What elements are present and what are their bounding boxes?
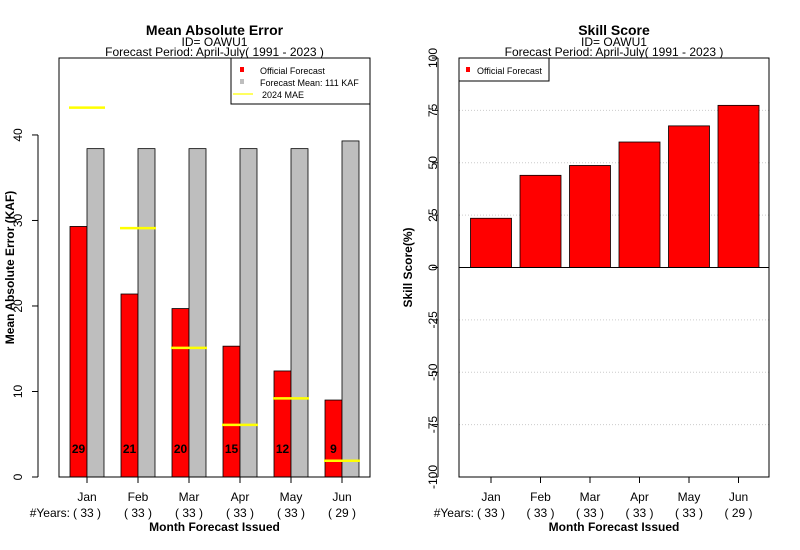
legend: Official Forecast [458, 57, 550, 82]
years-count-label: ( 33 ) [124, 506, 152, 520]
x-tick-label: Feb [530, 490, 551, 504]
forecast-mean-bar [290, 148, 309, 478]
years-count-label: ( 33 ) [277, 506, 305, 520]
bar-value-label: 29 [72, 442, 86, 456]
chart-subtitle-id: ID= OAWU1 [182, 35, 248, 49]
years-count-label: ( 29 ) [328, 506, 356, 520]
y-axis-title: Skill Score(%) [401, 227, 415, 307]
y-tick-label: 20 [11, 299, 25, 313]
x-tick-label: Jun [332, 490, 351, 504]
legend-swatch-official [466, 67, 470, 72]
legend-box [458, 57, 550, 82]
years-count-label: ( 33 ) [625, 506, 653, 520]
official-forecast-bar [324, 399, 343, 478]
chart-subtitle-period: Forecast Period: April-July( 1991 - 2023… [505, 45, 724, 59]
skill-score-bar [569, 165, 611, 268]
x-tick-label: Apr [630, 490, 649, 504]
x-tick-label: Feb [128, 490, 149, 504]
y-tick-label: 30 [11, 213, 25, 227]
bar-value-label: 15 [225, 442, 239, 456]
years-count-label: ( 33 ) [526, 506, 554, 520]
x-tick-label: Jan [77, 490, 96, 504]
plot-frame [58, 57, 371, 478]
years-count-label: ( 29 ) [724, 506, 752, 520]
y-axis-title: Mean Absolute Error (KAF) [3, 191, 17, 345]
y-tick-label: 75 [426, 103, 440, 117]
chart-title: Mean Absolute Error [146, 22, 284, 38]
legend-swatch-mean [240, 79, 244, 84]
forecast-mean-bar [239, 148, 258, 478]
years-count-label: ( 33 ) [576, 506, 604, 520]
legend-label-mean: Forecast Mean: 111 KAF [260, 78, 359, 88]
y-tick-label: -25 [426, 311, 440, 329]
x-tick-label: May [678, 490, 701, 504]
years-row-label: #Years: [30, 506, 70, 520]
skill-score-bar [618, 141, 661, 268]
official-forecast-bar [222, 345, 241, 478]
y-tick-label: 10 [11, 384, 25, 398]
y-tick-label: 50 [426, 156, 440, 170]
x-axis-title: Month Forecast Issued [149, 520, 280, 534]
years-count-label: ( 33 ) [477, 506, 505, 520]
skill-score-bar [519, 174, 562, 268]
bar-value-label: 20 [174, 442, 188, 456]
bar-value-label: 9 [330, 442, 337, 456]
legend-swatch-official [240, 67, 244, 72]
legend-label-official: Official Forecast [260, 66, 325, 76]
years-count-label: ( 33 ) [675, 506, 703, 520]
x-tick-label: Apr [231, 490, 250, 504]
chart-subtitle-id: ID= OAWU1 [581, 35, 647, 49]
x-tick-label: Jan [481, 490, 500, 504]
official-forecast-bar [273, 370, 292, 478]
bar-value-label: 12 [276, 442, 290, 456]
skill-score-bar [668, 125, 710, 268]
skill-score-bar [470, 217, 512, 268]
x-tick-label: Mar [179, 490, 200, 504]
years-count-label: ( 33 ) [226, 506, 254, 520]
chart-subtitle-period: Forecast Period: April-July( 1991 - 2023… [105, 45, 324, 59]
x-tick-label: Mar [580, 490, 601, 504]
years-row-label: #Years: [434, 506, 474, 520]
legend-box [230, 57, 371, 105]
official-forecast-bar [69, 226, 88, 478]
y-tick-label: 100 [426, 48, 440, 68]
y-tick-label: 0 [11, 473, 25, 480]
x-tick-label: Jun [729, 490, 748, 504]
chart-title: Skill Score [578, 22, 650, 38]
y-tick-label: -75 [426, 416, 440, 434]
forecast-mean-bar [188, 148, 207, 478]
forecast-mean-bar [341, 140, 360, 478]
y-tick-label: 40 [11, 128, 25, 142]
y-tick-label: -50 [426, 363, 440, 381]
forecast-mean-bar [137, 148, 156, 478]
y-tick-label: -100 [426, 465, 440, 489]
skill-score-bar [717, 104, 760, 268]
years-count-label: ( 33 ) [73, 506, 101, 520]
x-tick-label: May [280, 490, 303, 504]
x-axis-title: Month Forecast Issued [549, 520, 680, 534]
y-tick-label: 25 [426, 208, 440, 222]
legend-label-official: Official Forecast [477, 66, 542, 76]
years-count-label: ( 33 ) [175, 506, 203, 520]
forecast-mean-bar [86, 148, 105, 478]
legend-label-mae: 2024 MAE [262, 90, 304, 100]
bar-value-label: 21 [123, 442, 137, 456]
legend: Official Forecast Forecast Mean: 111 KAF 2… [230, 57, 371, 105]
y-tick-label: 0 [426, 264, 440, 271]
